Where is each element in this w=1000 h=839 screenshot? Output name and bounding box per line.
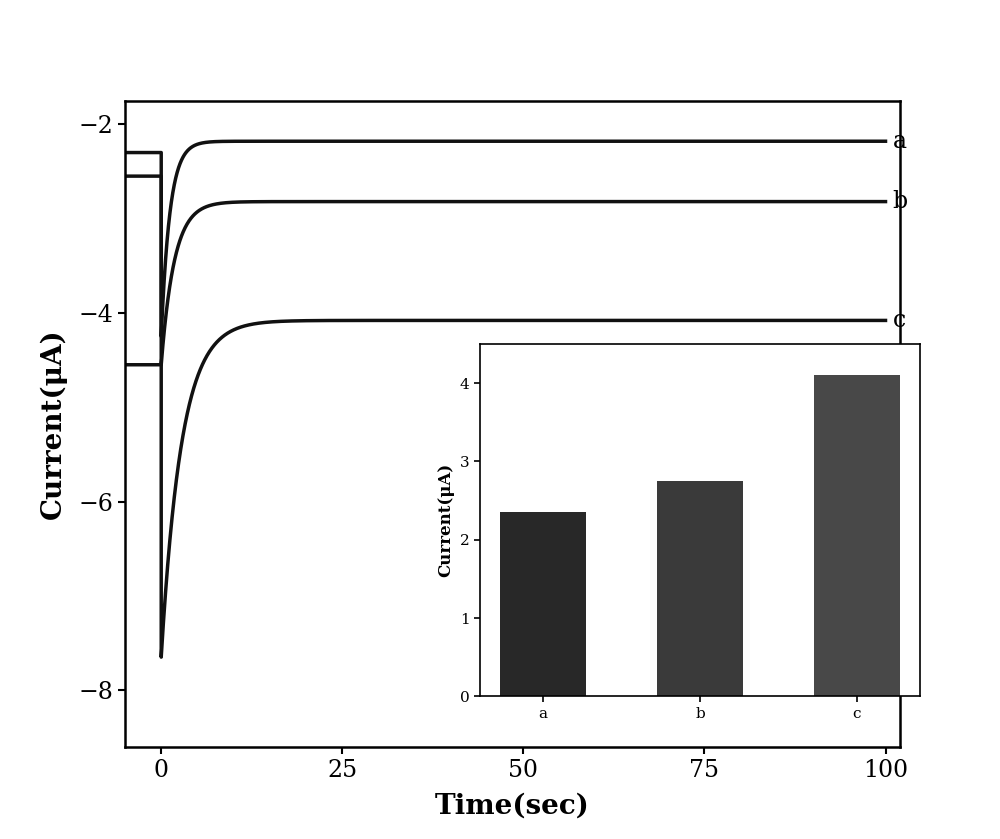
Bar (814, 375, 900, 696)
Y-axis label: Current(μA): Current(μA) (437, 463, 454, 577)
Text: a: a (893, 130, 907, 153)
Bar (657, 481, 743, 696)
Bar (500, 513, 586, 696)
X-axis label: Time(sec): Time(sec) (435, 793, 590, 820)
Y-axis label: Current(μA): Current(μA) (40, 328, 67, 519)
Text: c: c (893, 309, 906, 332)
Text: b: b (893, 190, 908, 213)
